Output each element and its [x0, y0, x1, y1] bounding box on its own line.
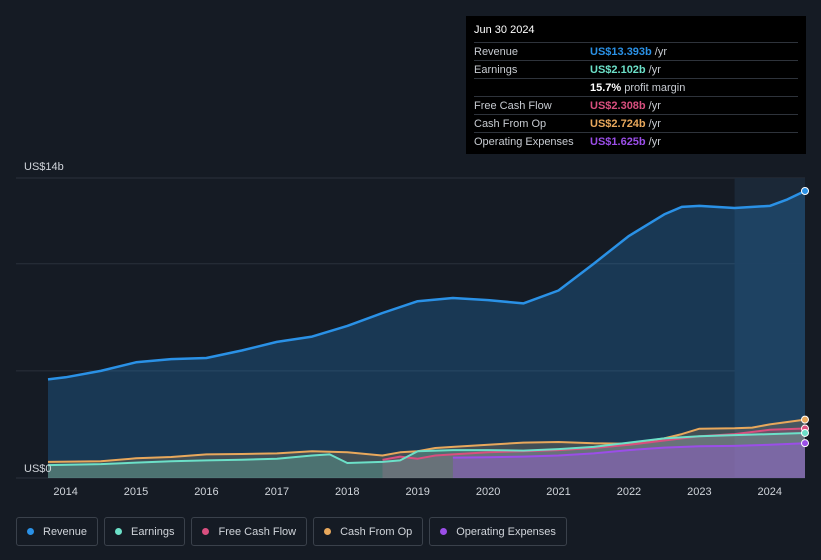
tooltip-row-value: US$2.308b: [590, 99, 646, 112]
cash-from-op-area: [48, 419, 805, 478]
cash-from-op-endpoint: [801, 415, 809, 424]
legend-item-revenue[interactable]: Revenue: [16, 517, 99, 546]
chart-series-endpoints: [801, 187, 809, 448]
legend-item-cash-from-op[interactable]: Cash From Op: [313, 517, 424, 546]
tooltip-row: Earnings US$2.102b/yr: [474, 61, 798, 79]
legend-label: Operating Expenses: [456, 525, 556, 538]
tooltip-row-label: Earnings: [474, 63, 518, 76]
tooltip-row-value: US$2.102b: [590, 63, 646, 76]
tooltip-row-value: US$1.625b: [590, 135, 646, 148]
x-tick-label: 2024: [758, 486, 782, 498]
x-tick-label: 2018: [335, 486, 359, 498]
tooltip-row-label: Operating Expenses: [474, 135, 574, 148]
x-tick-label: 2016: [194, 486, 218, 498]
tooltip-row-label: Cash From Op: [474, 117, 547, 130]
operating-expenses-endpoint: [801, 439, 809, 448]
tooltip-row-unit: /yr: [648, 99, 661, 112]
revenue-area: [48, 191, 805, 478]
chart-legend: Revenue Earnings Free Cash Flow Cash From O…: [16, 517, 567, 546]
x-tick-label: 2017: [265, 486, 289, 498]
revenue-dot-icon: [27, 528, 34, 535]
chart-x-axis: 2014 2015 2016 2017 2018 2019 2020 2021 2022 2023…: [53, 486, 782, 498]
legend-item-operating-expenses[interactable]: Operating Expenses: [429, 517, 567, 546]
x-tick-label: 2023: [687, 486, 711, 498]
x-tick-label: 2021: [546, 486, 570, 498]
revenue-line: [47, 189, 806, 381]
tooltip-row: Free Cash Flow US$2.308b/yr: [474, 97, 798, 115]
tooltip-row-unit: /yr: [648, 135, 661, 148]
operating-expenses-dot-icon: [440, 528, 448, 535]
x-tick-label: 2022: [617, 486, 641, 498]
tooltip-row: Operating Expenses US$1.625b/yr: [474, 133, 798, 150]
tooltip-row: Revenue US$13.393b/yr: [474, 43, 798, 61]
chart-series-lines: [47, 189, 806, 467]
earnings-endpoint: [801, 428, 809, 437]
tooltip-row-value: US$2.724b: [590, 117, 646, 130]
cash-from-op-line: [47, 418, 806, 463]
x-tick-label: 2019: [405, 486, 429, 498]
tooltip-row: 15.7% profit margin: [474, 79, 798, 97]
free-cash-flow-dot-icon: [202, 528, 210, 535]
tooltip-date: Jun 30 2024: [474, 24, 798, 43]
legend-item-free-cash-flow[interactable]: Free Cash Flow: [191, 517, 308, 546]
data-tooltip: Jun 30 2024 Revenue US$13.393b/yr Earnings…: [466, 16, 806, 154]
legend-label: Earnings: [131, 525, 175, 538]
tooltip-row-label: Revenue: [474, 45, 519, 58]
x-tick-label: 2014: [53, 486, 77, 498]
tooltip-row-value: 15.7%: [590, 81, 622, 94]
chart-y-axis: US$14b US$0: [24, 161, 64, 475]
x-tick-label: 2020: [476, 486, 500, 498]
cash-from-op-dot-icon: [324, 528, 332, 535]
legend-label: Revenue: [43, 525, 88, 538]
tooltip-row-label: Free Cash Flow: [474, 99, 552, 112]
earnings-dot-icon: [115, 528, 123, 535]
tooltip-row: Cash From Op US$2.724b/yr: [474, 115, 798, 133]
legend-label: Cash From Op: [340, 525, 413, 538]
operating-expenses-line: [452, 442, 806, 459]
tooltip-row-unit: /yr: [654, 45, 667, 58]
earnings-line: [47, 432, 806, 467]
legend-item-earnings[interactable]: Earnings: [104, 517, 186, 546]
x-tick-label: 2015: [124, 486, 148, 498]
operating-expenses-area: [452, 443, 805, 478]
tooltip-row-unit: profit margin: [624, 81, 686, 94]
chart-series-areas: [48, 191, 805, 478]
y-tick-label: US$14b: [24, 161, 64, 173]
tooltip-row-value: US$13.393b: [590, 45, 652, 58]
tooltip-row-unit: /yr: [648, 63, 661, 76]
chart-gridlines: [16, 177, 805, 479]
legend-label: Free Cash Flow: [218, 525, 297, 538]
revenue-endpoint: [801, 187, 809, 196]
tooltip-rows: Revenue US$13.393b/yr Earnings US$2.102b/yr…: [474, 43, 798, 150]
y-tick-label: US$0: [24, 463, 52, 475]
tooltip-row-unit: /yr: [648, 117, 661, 130]
